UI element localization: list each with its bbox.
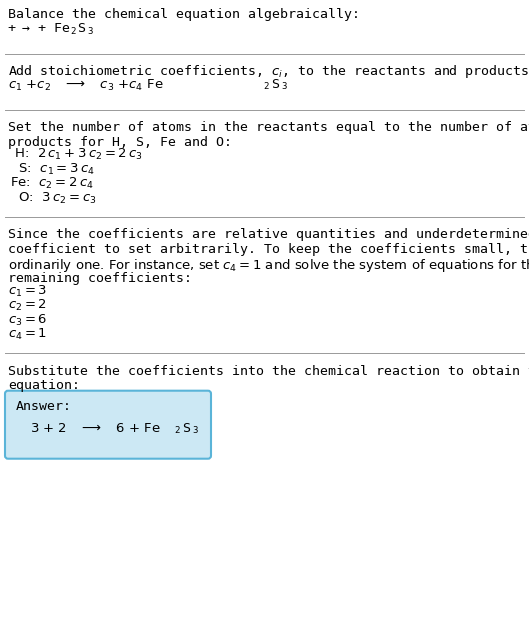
Text: $c_4 = 1$: $c_4 = 1$ xyxy=(8,327,47,342)
Text: 3: 3 xyxy=(87,27,93,36)
Text: $c_2 = 2$: $c_2 = 2$ xyxy=(8,298,47,313)
Text: 3: 3 xyxy=(281,82,286,90)
Text: 2: 2 xyxy=(174,426,179,435)
Text: ordinarily one. For instance, set $c_4 = 1$ and solve the system of equations fo: ordinarily one. For instance, set $c_4 =… xyxy=(8,257,529,274)
Text: $3$ + $2$   $\longrightarrow$   $6$ + Fe: $3$ + $2$ $\longrightarrow$ $6$ + Fe xyxy=(30,422,161,435)
Text: O:  $3\,c_2 = c_3$: O: $3\,c_2 = c_3$ xyxy=(10,191,96,206)
Text: Fe:  $c_2 = 2\,c_4$: Fe: $c_2 = 2\,c_4$ xyxy=(10,176,94,191)
Text: S: S xyxy=(271,78,279,90)
FancyBboxPatch shape xyxy=(5,391,211,459)
Text: Balance the chemical equation algebraically:: Balance the chemical equation algebraica… xyxy=(8,8,360,21)
Text: 2: 2 xyxy=(70,27,75,36)
Text: →: → xyxy=(22,22,30,36)
Text: Substitute the coefficients into the chemical reaction to obtain the balanced: Substitute the coefficients into the che… xyxy=(8,364,529,378)
Text: coefficient to set arbitrarily. To keep the coefficients small, the arbitrary va: coefficient to set arbitrarily. To keep … xyxy=(8,243,529,256)
Text: Since the coefficients are relative quantities and underdetermined, choose a: Since the coefficients are relative quan… xyxy=(8,229,529,241)
Text: H:  $2\,c_1 + 3\,c_2 = 2\,c_3$: H: $2\,c_1 + 3\,c_2 = 2\,c_3$ xyxy=(10,147,143,163)
Text: +: + xyxy=(8,22,24,36)
Text: remaining coefficients:: remaining coefficients: xyxy=(8,272,192,285)
Text: products for H, S, Fe and O:: products for H, S, Fe and O: xyxy=(8,136,232,149)
Text: 2: 2 xyxy=(263,82,268,90)
Text: $c_1 = 3$: $c_1 = 3$ xyxy=(8,283,47,298)
Text: equation:: equation: xyxy=(8,379,80,392)
Text: 3: 3 xyxy=(192,426,197,435)
Text: Add stoichiometric coefficients, $c_i$, to the reactants and products:: Add stoichiometric coefficients, $c_i$, … xyxy=(8,63,529,80)
Text: Set the number of atoms in the reactants equal to the number of atoms in the: Set the number of atoms in the reactants… xyxy=(8,121,529,134)
Text: S:  $c_1 = 3\,c_4$: S: $c_1 = 3\,c_4$ xyxy=(10,162,95,177)
Text: $c_3 = 6$: $c_3 = 6$ xyxy=(8,313,47,328)
Text: $c_1$ +$c_2$   $\longrightarrow$   $c_3$ +$c_4$ Fe: $c_1$ +$c_2$ $\longrightarrow$ $c_3$ +$c… xyxy=(8,78,163,93)
Text: + Fe: + Fe xyxy=(38,22,70,36)
Text: S: S xyxy=(77,22,85,36)
Text: Answer:: Answer: xyxy=(16,400,72,412)
Text: S: S xyxy=(182,422,190,435)
